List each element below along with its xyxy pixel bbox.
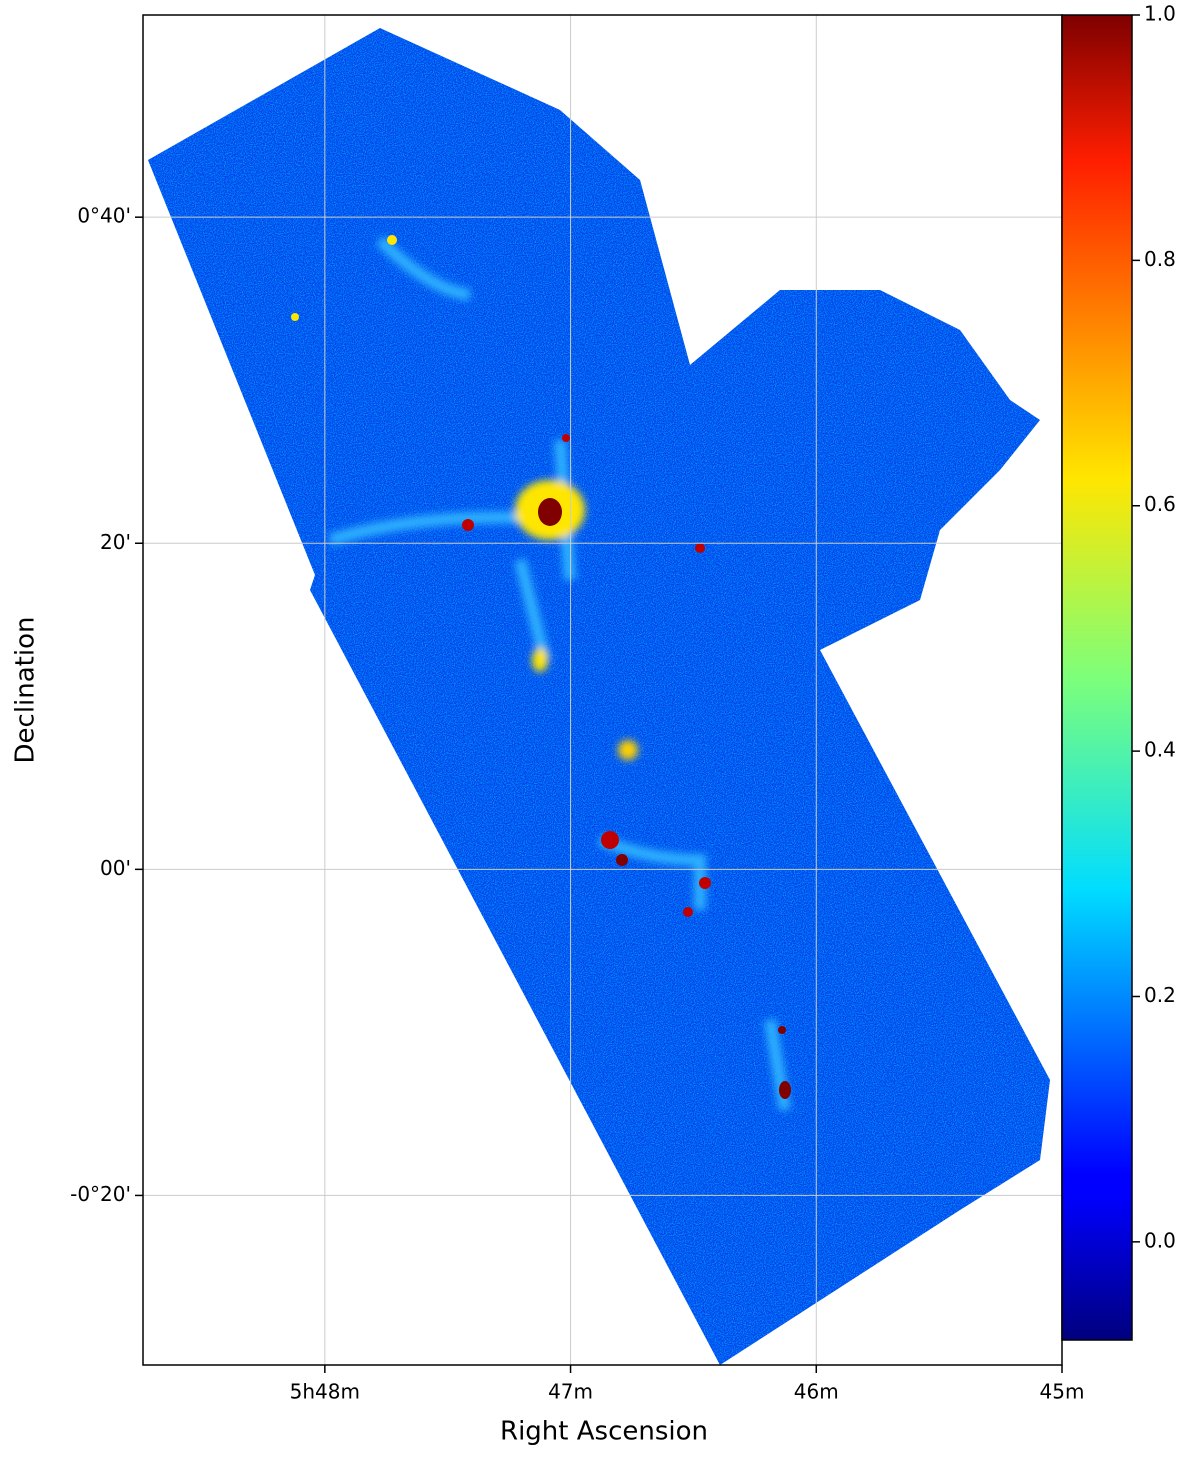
colorbar-tick-label: 0.4 (1144, 738, 1176, 762)
bright-sources (291, 235, 791, 1099)
map-coverage (148, 28, 1050, 1365)
colorbar-tick-label: 0.2 (1144, 983, 1176, 1007)
y-tick-label: 0°40' (77, 204, 131, 228)
y-tick-label: 20' (100, 530, 131, 554)
x-tick-label: 45m (1040, 1380, 1085, 1404)
map-image (148, 28, 1050, 1365)
x-tick-label: 46m (794, 1380, 839, 1404)
x-tick-label: 5h48m (290, 1380, 360, 1404)
colorbar (1061, 14, 1133, 1341)
colorbar-tick-label: 0.0 (1144, 1228, 1176, 1252)
x-axis-label: Right Ascension (500, 1417, 708, 1447)
y-axis-label: Declination (11, 617, 41, 764)
x-tick-label: 47m (548, 1380, 593, 1404)
colorbar-tick-label: 0.6 (1144, 492, 1176, 516)
y-tick-label: 00' (100, 856, 131, 880)
colorbar-tick-label: 1.0 (1144, 2, 1176, 26)
y-tick-label: -0°20' (70, 1182, 131, 1206)
colorbar-tick-label: 0.8 (1144, 247, 1176, 271)
